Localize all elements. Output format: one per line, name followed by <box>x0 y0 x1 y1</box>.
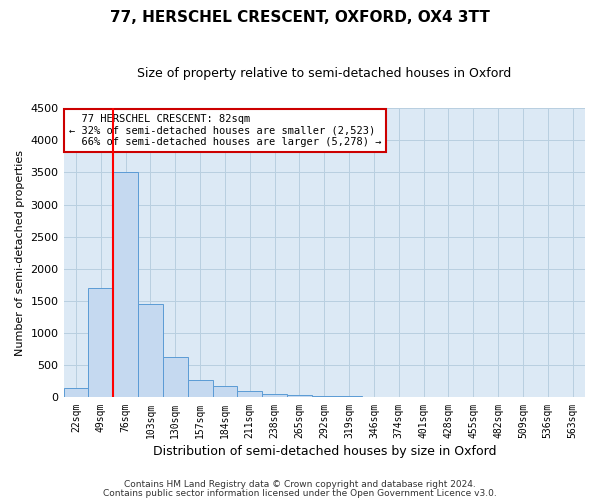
Text: 77, HERSCHEL CRESCENT, OXFORD, OX4 3TT: 77, HERSCHEL CRESCENT, OXFORD, OX4 3TT <box>110 10 490 25</box>
Text: Contains public sector information licensed under the Open Government Licence v3: Contains public sector information licen… <box>103 490 497 498</box>
Bar <box>262 394 287 398</box>
Bar <box>362 397 386 398</box>
Bar <box>88 288 113 398</box>
Text: 77 HERSCHEL CRESCENT: 82sqm
← 32% of semi-detached houses are smaller (2,523)
  : 77 HERSCHEL CRESCENT: 82sqm ← 32% of sem… <box>69 114 381 147</box>
Text: Contains HM Land Registry data © Crown copyright and database right 2024.: Contains HM Land Registry data © Crown c… <box>124 480 476 489</box>
Bar <box>113 172 138 398</box>
Bar <box>163 358 188 398</box>
Bar <box>287 395 312 398</box>
Bar <box>138 304 163 398</box>
X-axis label: Distribution of semi-detached houses by size in Oxford: Distribution of semi-detached houses by … <box>152 444 496 458</box>
Bar <box>238 391 262 398</box>
Title: Size of property relative to semi-detached houses in Oxford: Size of property relative to semi-detach… <box>137 68 511 80</box>
Bar <box>312 396 337 398</box>
Bar <box>386 397 411 398</box>
Bar <box>188 380 212 398</box>
Y-axis label: Number of semi-detached properties: Number of semi-detached properties <box>15 150 25 356</box>
Bar <box>337 396 362 398</box>
Bar <box>64 388 88 398</box>
Bar <box>212 386 238 398</box>
